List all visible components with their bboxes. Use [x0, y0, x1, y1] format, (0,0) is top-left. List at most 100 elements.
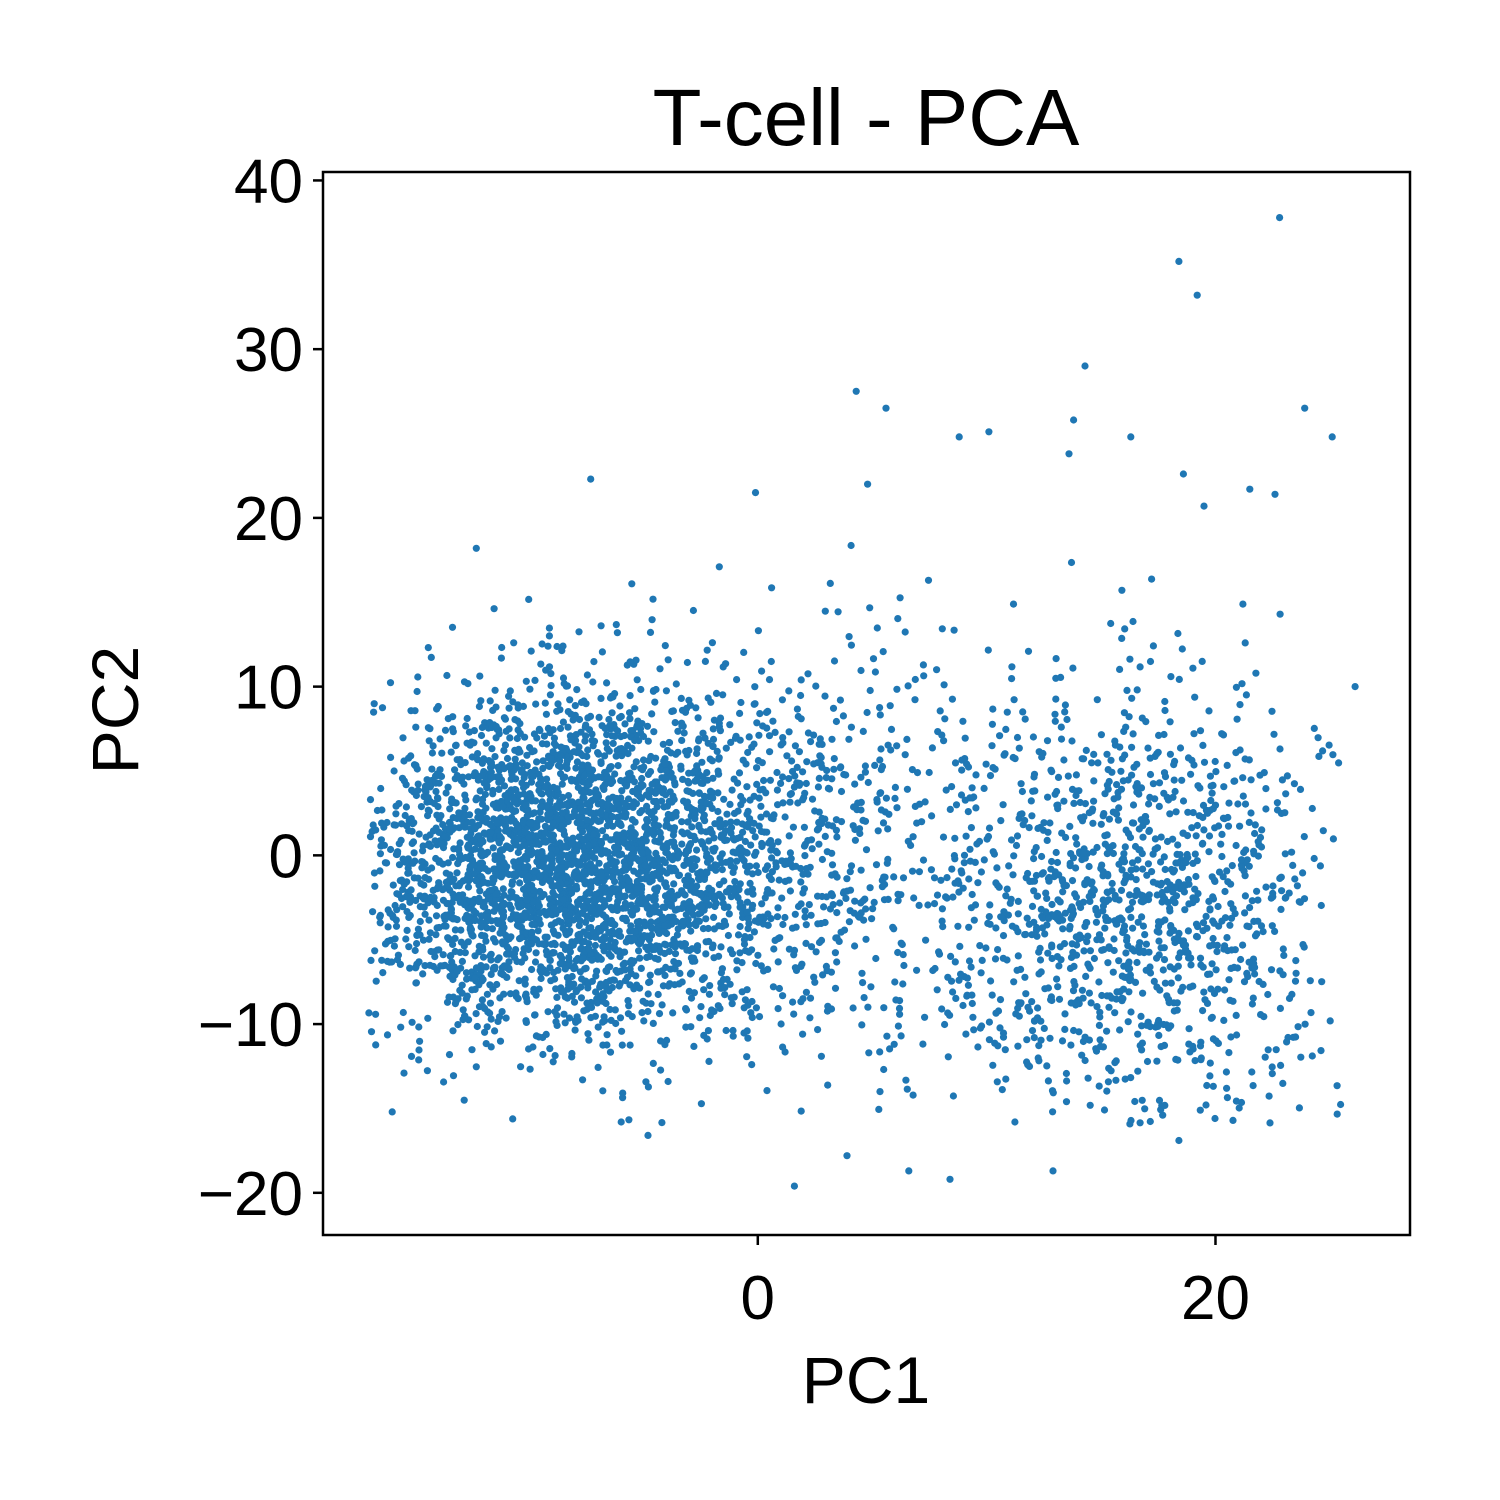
scatter-point	[849, 1004, 857, 1012]
scatter-point	[599, 1041, 607, 1049]
scatter-point	[549, 819, 557, 827]
scatter-point	[426, 929, 434, 937]
scatter-point	[425, 777, 433, 785]
scatter-point	[629, 908, 637, 916]
scatter-point	[1098, 861, 1106, 869]
scatter-point	[546, 964, 554, 972]
scatter-point	[744, 1001, 752, 1009]
scatter-point	[1176, 851, 1184, 859]
scatter-point	[822, 962, 831, 971]
scatter-point	[1293, 882, 1301, 890]
scatter-point	[1145, 948, 1153, 956]
scatter-point	[787, 790, 796, 798]
scatter-point	[763, 862, 772, 870]
scatter-point	[804, 837, 812, 845]
scatter-point	[403, 878, 411, 886]
scatter-point	[1127, 1008, 1135, 1016]
scatter-point	[922, 936, 930, 944]
scatter-point	[474, 814, 482, 822]
scatter-point	[535, 940, 543, 948]
scatter-point	[941, 715, 949, 723]
scatter-point	[1023, 914, 1031, 922]
scatter-point	[1276, 1004, 1284, 1013]
scatter-point	[1160, 769, 1169, 777]
scatter-point	[412, 723, 420, 731]
scatter-point	[595, 953, 603, 961]
scatter-point	[585, 780, 593, 789]
scatter-point	[453, 814, 461, 823]
scatter-point	[790, 783, 799, 791]
scatter-point	[939, 833, 948, 841]
scatter-point	[730, 809, 739, 818]
scatter-point	[1135, 846, 1143, 854]
scatter-point	[1073, 840, 1081, 848]
scatter-point	[918, 818, 926, 826]
scatter-point	[1295, 898, 1303, 906]
scatter-point	[614, 868, 622, 876]
scatter-point	[785, 687, 793, 695]
scatter-point	[972, 804, 980, 812]
scatter-point	[700, 986, 708, 994]
scatter-point	[1209, 1082, 1217, 1090]
scatter-point	[592, 794, 600, 802]
scatter-point	[779, 773, 787, 781]
scatter-point	[542, 1030, 550, 1038]
scatter-point	[901, 751, 909, 759]
scatter-point	[1125, 713, 1133, 721]
scatter-point	[681, 891, 689, 899]
scatter-point	[665, 738, 673, 747]
scatter-point	[1253, 887, 1261, 895]
scatter-point	[999, 801, 1007, 809]
scatter-point	[887, 746, 895, 754]
scatter-point	[824, 1081, 832, 1089]
scatter-point	[618, 787, 626, 795]
scatter-point	[559, 674, 568, 682]
scatter-point	[1017, 780, 1025, 788]
scatter-point	[1247, 809, 1255, 817]
scatter-point	[789, 998, 797, 1006]
scatter-point	[733, 834, 741, 843]
scatter-point	[980, 856, 988, 864]
scatter-point	[625, 877, 633, 885]
scatter-point	[376, 913, 384, 921]
scatter-point	[1269, 882, 1277, 890]
scatter-point	[468, 1046, 476, 1054]
scatter-point	[1144, 744, 1152, 752]
scatter-point	[659, 740, 667, 748]
scatter-point	[501, 792, 509, 800]
scatter-point	[409, 838, 418, 846]
scatter-point	[1034, 1004, 1042, 1012]
scatter-point	[829, 704, 838, 712]
scatter-point	[444, 859, 452, 867]
scatter-point	[728, 786, 736, 794]
scatter-point	[1151, 835, 1159, 843]
scatter-point	[744, 807, 752, 816]
scatter-point	[378, 956, 386, 964]
scatter-point	[862, 846, 871, 854]
scatter-point	[609, 976, 617, 984]
scatter-point	[662, 941, 670, 949]
scatter-point	[711, 894, 719, 903]
scatter-point	[828, 871, 836, 879]
scatter-point	[908, 766, 917, 774]
scatter-point	[1121, 751, 1129, 759]
scatter-point	[1031, 1017, 1039, 1025]
scatter-point	[951, 879, 959, 887]
scatter-point	[819, 971, 827, 979]
scatter-point	[805, 901, 813, 909]
scatter-point	[1134, 1030, 1142, 1038]
scatter-point	[1189, 809, 1197, 817]
scatter-point	[801, 907, 809, 915]
scatter-point	[1079, 849, 1088, 857]
scatter-point	[376, 850, 384, 858]
scatter-point	[564, 723, 572, 731]
scatter-point	[1151, 795, 1159, 803]
scatter-point	[576, 968, 585, 976]
scatter-point	[421, 782, 430, 790]
scatter-point	[1111, 1009, 1119, 1017]
scatter-point	[1037, 905, 1045, 914]
scatter-point	[602, 847, 610, 855]
scatter-point	[992, 879, 1000, 887]
scatter-point	[1227, 900, 1235, 908]
scatter-point	[828, 849, 836, 857]
